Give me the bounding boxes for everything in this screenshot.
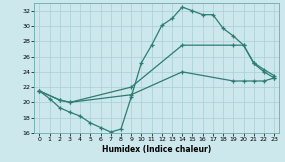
X-axis label: Humidex (Indice chaleur): Humidex (Indice chaleur) — [102, 145, 211, 154]
